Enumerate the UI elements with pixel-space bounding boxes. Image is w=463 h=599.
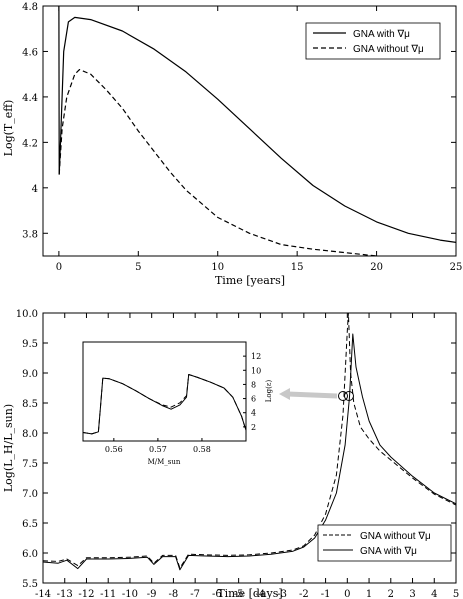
peak-marker-circle-left [338, 391, 348, 401]
top-xtick-label: 10 [211, 262, 224, 273]
bottom-ytick-label: 7.0 [22, 489, 38, 500]
inset-plot-area [83, 374, 246, 435]
inset-y-axis-label: Log(ε) [265, 380, 273, 403]
top-chart-panel: 0 5 10 15 20 253.844.24.44.64.8 Time [years] … [2, 2, 462, 287]
bottom-xtick-label: -4 [255, 589, 265, 599]
bottom-ytick-label: 5.5 [22, 579, 38, 590]
bottom-series-without-mu-line [43, 313, 456, 569]
top-ytick-label: 4.6 [22, 47, 38, 58]
top-series-with-mu-line [58, 6, 456, 243]
top-ytick-label: 4.8 [22, 2, 38, 13]
bottom-xtick-label: -1 [321, 589, 331, 599]
inset-xtick-label: 0.56 [105, 445, 123, 454]
inset-pointer-arrow [279, 388, 354, 401]
top-legend: GNA with ∇μ GNA without ∇μ [305, 22, 441, 60]
bottom-ytick-label: 8.0 [22, 429, 38, 440]
bottom-xtick-label: -5 [234, 589, 244, 599]
bottom-ytick-label: 6.5 [22, 519, 38, 530]
bottom-xtick-label: -6 [212, 589, 222, 599]
bottom-ytick-label: 7.5 [22, 459, 38, 470]
bottom-xtick-label: -9 [147, 589, 157, 599]
top-xtick-label: 25 [450, 262, 463, 273]
bottom-legend-box [317, 524, 452, 562]
bottom-chart-panel: -14 -13 -12 -11 -10 -9 -8 -7 -6 -5 -4 -3 -2 -1 0 1 2 3 4 55… [2, 309, 459, 599]
inset-series-without-mu-line [83, 374, 246, 435]
bottom-xtick-label: -7 [190, 589, 200, 599]
inset-chart: 0.56 0.57 0.58 2 4 6 8 10 12 M/M_sun Log(ε) [82, 341, 273, 466]
bottom-xtick-label: 5 [453, 589, 459, 599]
bottom-xtick-label: -12 [78, 589, 94, 599]
inset-ytick-label: 6 [251, 395, 256, 404]
inset-ytick-label: 8 [251, 380, 256, 389]
pointer-arrow-head [279, 388, 290, 400]
bottom-series-with-mu-line [43, 333, 456, 571]
bottom-xtick-label: 3 [409, 589, 415, 599]
top-y-axis-label: Log(T_eff) [2, 100, 15, 157]
top-xtick-label: 20 [370, 262, 383, 273]
top-legend-label-without-mu: GNA without ∇μ [353, 44, 424, 55]
bottom-xtick-label: -10 [122, 589, 138, 599]
top-legend-label-with-mu: GNA with ∇μ [353, 29, 410, 40]
bottom-legend-label-with-mu: GNA with ∇μ [360, 546, 417, 557]
bottom-ytick-label: 8.5 [22, 399, 38, 410]
bottom-axis-ticks: -14 -13 -12 -11 -10 -9 -8 -7 -6 -5 -4 -3 -2 -1 0 1 2 3 4 55… [16, 309, 459, 599]
top-plot-area [58, 6, 456, 256]
top-plot-frame [42, 5, 457, 257]
top-xtick-label: 5 [135, 262, 141, 273]
bottom-xtick-label: -3 [277, 589, 287, 599]
top-ytick-label: 4.2 [22, 138, 38, 149]
inset-xtick-label: 0.58 [193, 445, 211, 454]
inset-series-with-mu-line [83, 374, 246, 435]
inset-ytick-label: 12 [251, 352, 261, 361]
inset-plot-frame [82, 341, 247, 442]
bottom-ytick-label: 10.0 [16, 309, 38, 320]
inset-xtick-label: 0.57 [149, 445, 167, 454]
inset-ytick-label: 2 [251, 423, 256, 432]
inset-ytick-label: 4 [251, 409, 256, 418]
bottom-xtick-label: 4 [431, 589, 437, 599]
bottom-xtick-label: 1 [366, 589, 372, 599]
bottom-x-axis-label: Time [days] [217, 587, 282, 599]
top-ytick-label: 3.8 [22, 229, 38, 240]
inset-ytick-label: 10 [251, 366, 261, 375]
bottom-y-axis-label: Log(L_H/L_sun) [2, 404, 15, 492]
inset-axis-ticks: 0.56 0.57 0.58 2 4 6 8 10 12 [105, 352, 261, 454]
bottom-xtick-label: 2 [388, 589, 394, 599]
peak-marker-circle-right [344, 391, 354, 401]
top-series-without-mu-line [58, 69, 377, 256]
bottom-plot-frame [42, 312, 457, 584]
top-xtick-label: 0 [56, 262, 62, 273]
bottom-ytick-label: 6.0 [22, 549, 38, 560]
inset-x-axis-label: M/M_sun [148, 458, 181, 466]
bottom-xtick-label: 0 [344, 589, 350, 599]
top-ytick-label: 4.4 [22, 93, 38, 104]
pointer-arrow-shaft [287, 391, 338, 399]
bottom-xtick-label: -14 [35, 589, 51, 599]
bottom-plot-area [43, 313, 456, 571]
top-xtick-label: 15 [291, 262, 304, 273]
top-ytick-label: 4 [32, 184, 38, 195]
top-legend-box [305, 22, 441, 60]
bottom-ytick-label: 9.0 [22, 369, 38, 380]
bottom-legend: GNA without ∇μ GNA with ∇μ [317, 524, 452, 562]
top-x-axis-label: Time [years] [215, 274, 285, 287]
bottom-xtick-label: -13 [57, 589, 73, 599]
bottom-ytick-label: 9.5 [22, 339, 38, 350]
bottom-xtick-label: -2 [299, 589, 309, 599]
bottom-legend-label-without-mu: GNA without ∇μ [360, 531, 431, 542]
bottom-xtick-label: -11 [100, 589, 116, 599]
bottom-xtick-label: -8 [169, 589, 179, 599]
top-axis-ticks: 0 5 10 15 20 25 3.8 4 4.2 4.4 4.6 4.8 [22, 2, 462, 273]
